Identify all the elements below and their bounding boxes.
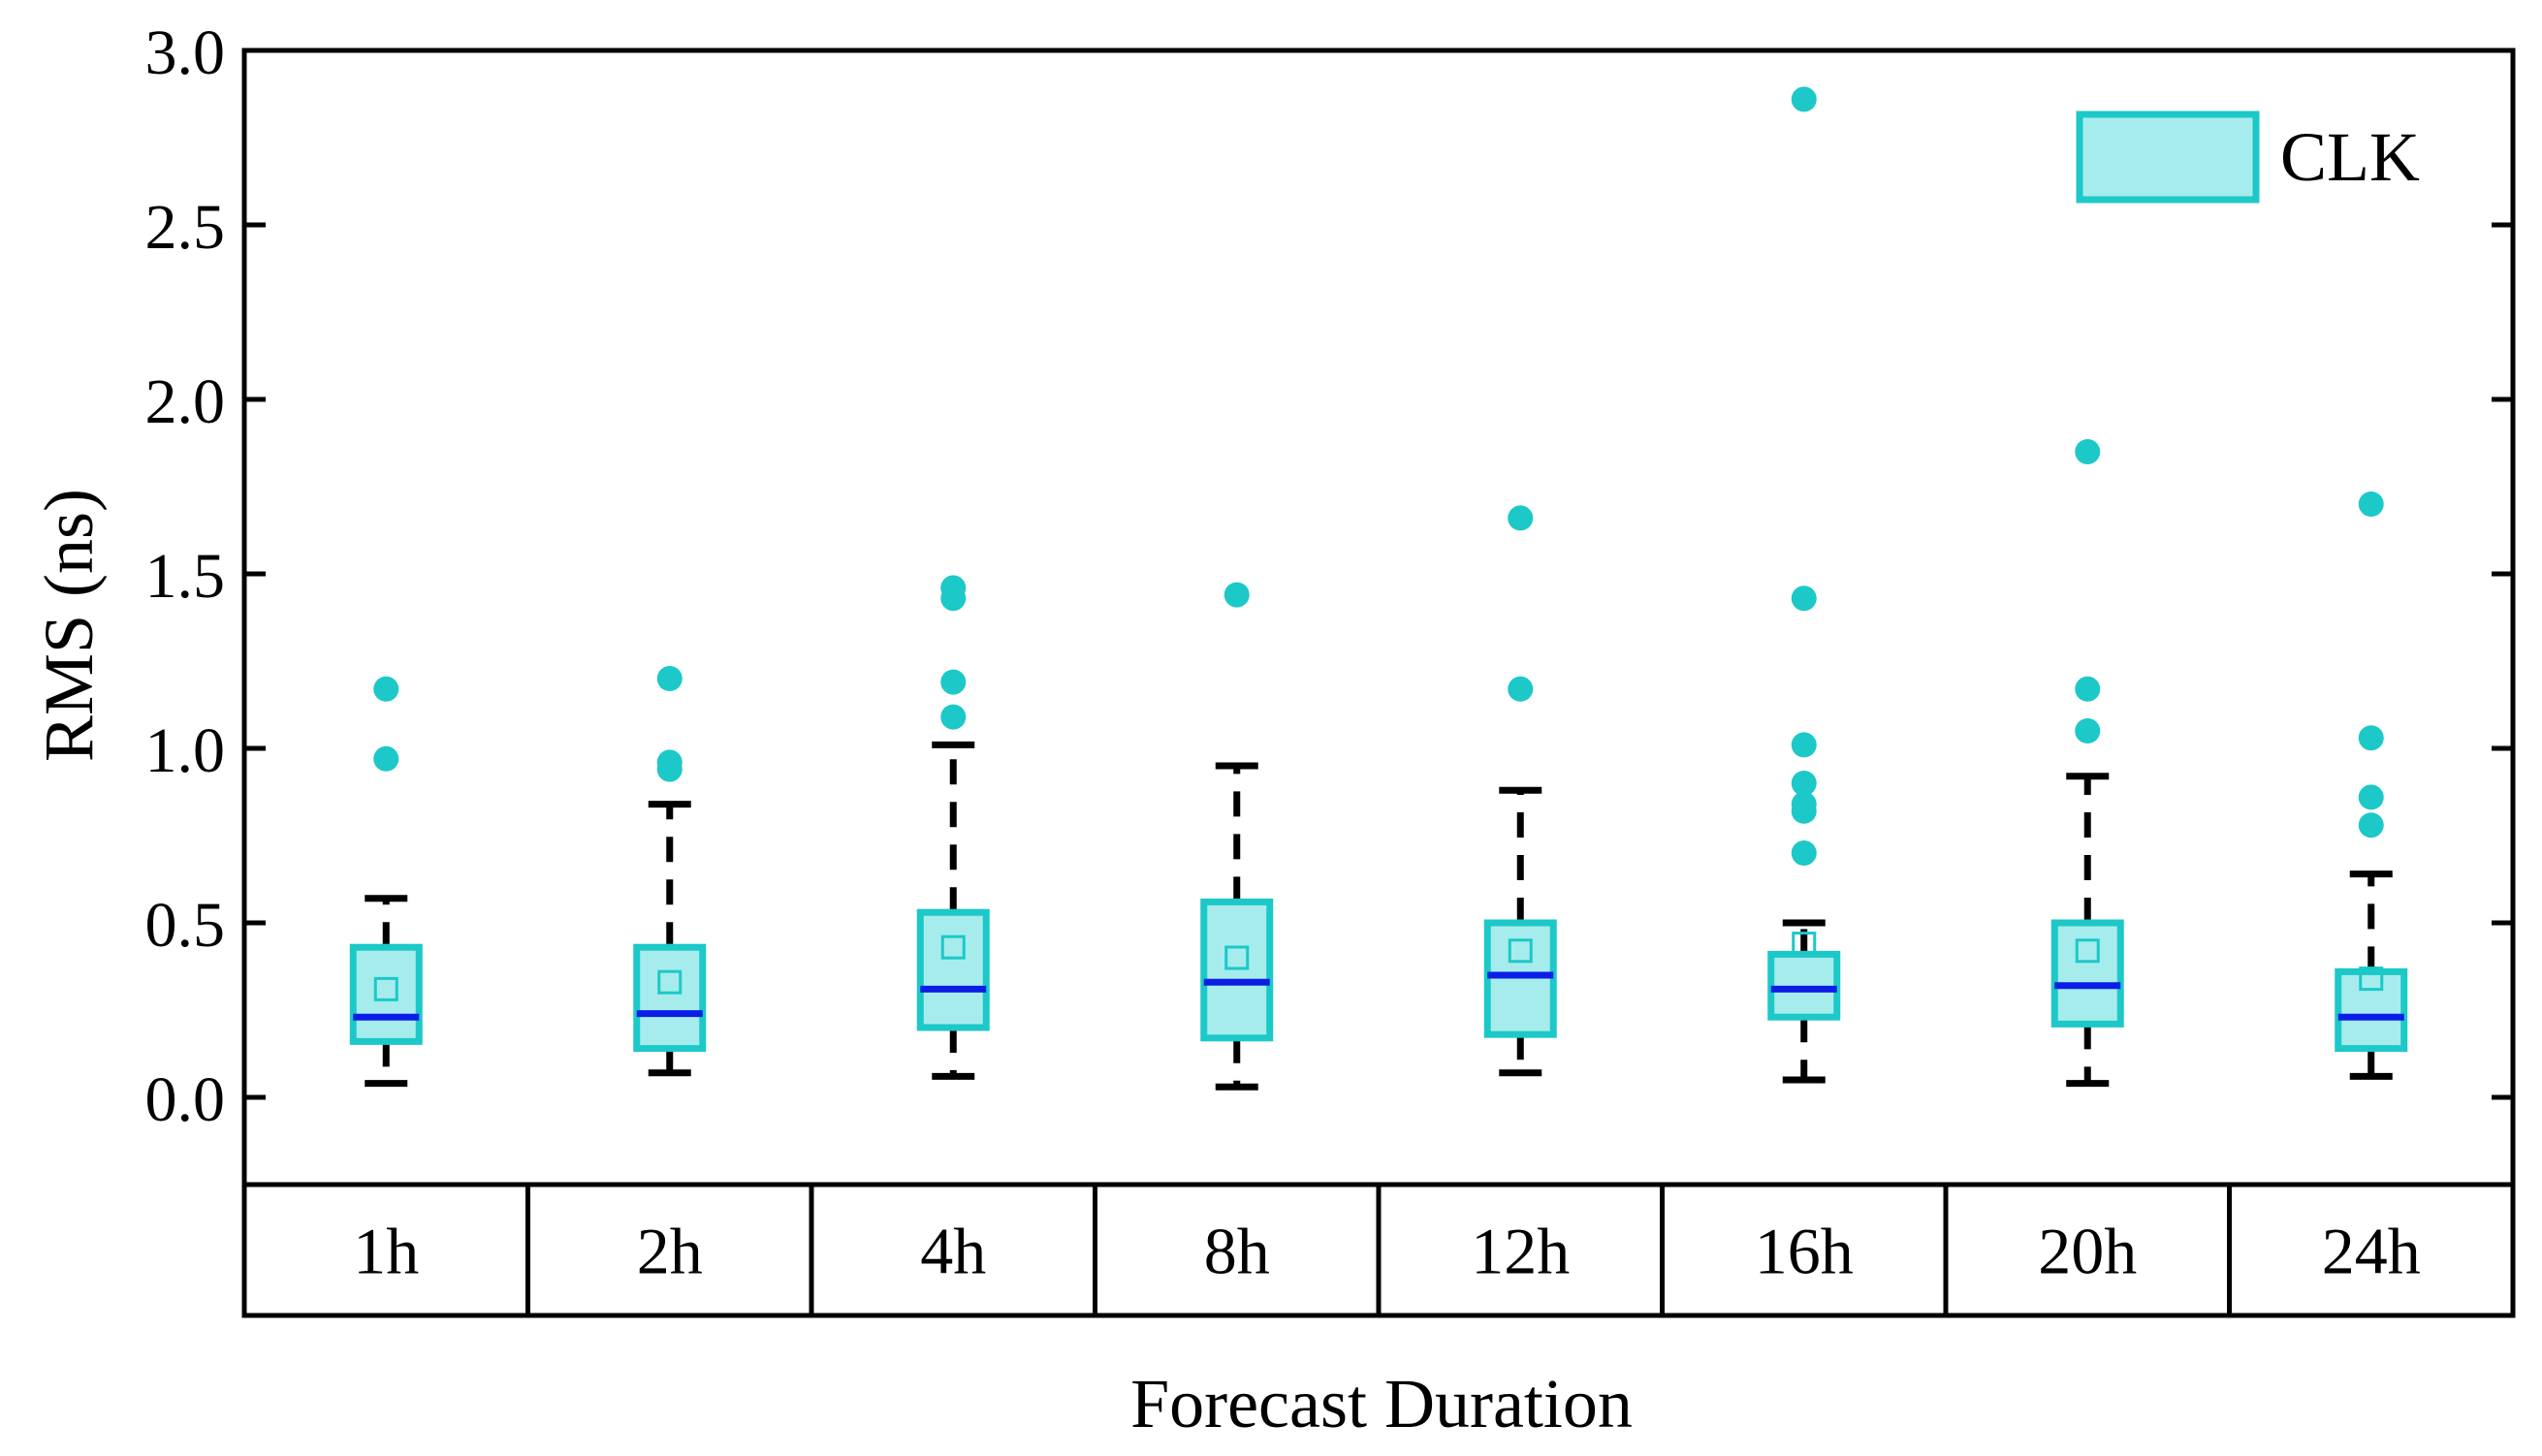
y-axis-label: RMS (ns) — [30, 489, 108, 762]
outlier-point — [2358, 491, 2384, 517]
outlier-point — [1791, 771, 1817, 796]
axes: 0.0 0.5 1.0 1.5 2.0 2.5 3.0 1h 2h 4h 8h 12h 16h 20h 24… — [145, 17, 2516, 1318]
outlier-point — [940, 575, 967, 601]
plot-frame — [241, 47, 2516, 1187]
outlier-point — [656, 749, 683, 775]
x-tick-label: 1h — [353, 1215, 419, 1288]
y-tick-label: 0.5 — [145, 890, 226, 961]
box-20h — [2050, 439, 2124, 1088]
x-tick-label: 20h — [2038, 1215, 2137, 1288]
box-8h — [1200, 582, 1274, 1091]
outlier-point — [373, 745, 399, 772]
outlier-point — [1791, 840, 1817, 866]
y-tick-label: 1.0 — [145, 715, 226, 786]
x-axis-label: Forecast Duration — [1130, 1365, 1633, 1442]
mean-marker — [2075, 938, 2100, 964]
x-tick-label: 24h — [2322, 1215, 2421, 1288]
outlier-point — [2358, 784, 2384, 810]
outlier-point — [2358, 725, 2384, 751]
box-iqr — [349, 943, 423, 1045]
outlier-point — [2075, 676, 2101, 702]
box-4h — [916, 575, 990, 1080]
box-1h — [349, 676, 423, 1088]
mean-marker — [1508, 938, 1533, 964]
box-12h — [1483, 505, 1557, 1077]
outlier-point — [1791, 791, 1817, 817]
mean-marker — [940, 934, 966, 960]
outlier-point — [2358, 812, 2384, 839]
box-iqr — [2335, 967, 2408, 1053]
outlier-point — [940, 704, 967, 730]
box-16h — [1767, 86, 1841, 1084]
mean-marker — [1224, 945, 1250, 970]
outlier-point — [656, 666, 683, 691]
outlier-point — [373, 676, 399, 702]
outlier-point — [2075, 718, 2101, 744]
box-iqr — [1200, 898, 1274, 1042]
box-2h — [633, 666, 707, 1077]
legend: CLK — [2076, 111, 2420, 204]
box-series — [349, 86, 2408, 1091]
legend-label: CLK — [2280, 118, 2420, 196]
y-tick-label: 0.0 — [145, 1064, 226, 1135]
x-tick-label: 8h — [1204, 1215, 1270, 1288]
box-24h — [2335, 491, 2408, 1080]
x-tick-label: 4h — [920, 1215, 986, 1288]
outlier-point — [1791, 86, 1817, 112]
mean-marker — [2359, 966, 2384, 992]
y-tick-label: 1.5 — [145, 541, 226, 612]
mean-marker — [373, 976, 398, 1001]
mean-marker — [1792, 932, 1817, 957]
box-iqr — [633, 943, 707, 1053]
box-iqr — [916, 908, 990, 1031]
outlier-point — [1508, 676, 1534, 702]
outlier-point — [1508, 505, 1534, 531]
box-iqr — [2050, 919, 2124, 1028]
outlier-point — [1791, 586, 1817, 612]
y-tick-label: 2.5 — [145, 192, 226, 263]
mean-marker — [657, 969, 683, 995]
outlier-point — [2075, 439, 2101, 464]
outlier-point — [940, 669, 967, 695]
y-tick-label: 2.0 — [145, 366, 226, 437]
y-tick-label: 3.0 — [145, 17, 226, 88]
legend-swatch — [2076, 111, 2260, 204]
box-iqr — [1767, 950, 1841, 1021]
outlier-point — [1223, 582, 1250, 608]
x-tick-label: 16h — [1755, 1215, 1854, 1288]
outlier-point — [1791, 732, 1817, 758]
x-tick-label: 12h — [1471, 1215, 1570, 1288]
x-tick-label: 2h — [637, 1215, 703, 1288]
